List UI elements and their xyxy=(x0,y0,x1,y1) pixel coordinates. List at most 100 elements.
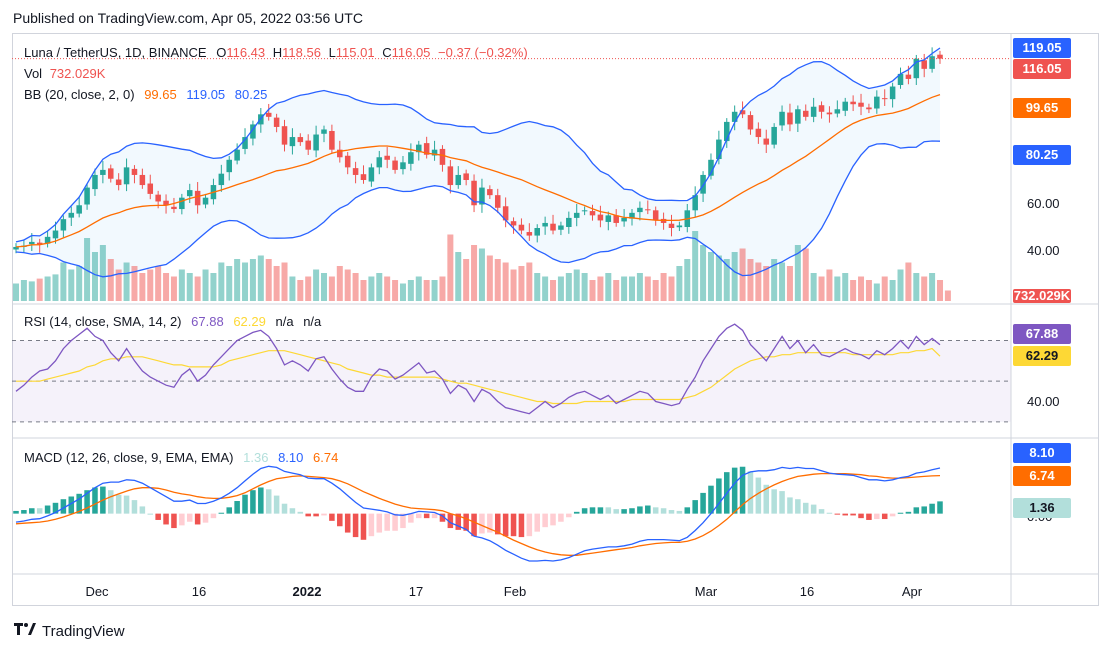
macd-histogram-bar xyxy=(897,512,904,514)
macd-histogram-bar xyxy=(660,508,667,514)
macd-histogram-bar xyxy=(400,513,406,529)
x-label-16-mar: 16 xyxy=(799,584,815,599)
volume-bar xyxy=(226,266,233,301)
volume-bar xyxy=(20,280,27,301)
macd-histogram-bar xyxy=(52,502,59,514)
volume-bar xyxy=(368,276,375,301)
volume-bar xyxy=(305,276,312,301)
macd-histogram-bar xyxy=(487,513,493,533)
candle-body xyxy=(518,224,525,231)
candle-body xyxy=(305,140,311,150)
macd-histogram-bar xyxy=(645,505,651,514)
macd-histogram-bar xyxy=(771,489,777,514)
volume-bar xyxy=(644,276,651,301)
macd-histogram-bar xyxy=(242,494,248,514)
candle xyxy=(250,120,256,146)
macd-histogram-bar xyxy=(810,504,817,514)
macd-histogram-bar xyxy=(676,510,683,514)
candle-body xyxy=(163,200,169,206)
candle-body xyxy=(194,190,201,206)
candle xyxy=(510,217,517,234)
rsi-pane xyxy=(12,323,1011,423)
volume-bar xyxy=(936,280,944,301)
bb-lower-line xyxy=(15,140,941,278)
candle xyxy=(613,209,619,227)
candle-body xyxy=(329,130,335,150)
candle-body xyxy=(802,110,809,117)
volume-bar xyxy=(44,276,51,301)
candle-body xyxy=(566,217,572,227)
volume-bar xyxy=(897,269,904,301)
macd-tag: 8.10 xyxy=(1013,443,1071,463)
candle-body xyxy=(344,155,351,168)
volume-bar xyxy=(676,266,683,301)
volume-bar xyxy=(36,278,43,301)
macd-histogram-bar xyxy=(21,510,27,514)
volume-bar xyxy=(660,273,667,301)
volume-bar xyxy=(842,273,849,301)
candle xyxy=(526,223,533,241)
macd-histogram-bar xyxy=(731,467,738,514)
candle-body xyxy=(44,236,51,244)
macd-histogram-bar xyxy=(439,513,446,522)
candle xyxy=(708,153,714,180)
macd-histogram-bar xyxy=(44,505,51,514)
candle-body xyxy=(716,139,722,160)
volume-bar xyxy=(399,283,406,301)
candle-body xyxy=(68,212,75,218)
bb-basis-value: 99.65 xyxy=(144,87,177,102)
candle xyxy=(929,47,935,73)
volume-bar xyxy=(810,273,817,301)
candle xyxy=(242,128,248,155)
volume-bar xyxy=(376,273,383,301)
volume-bar xyxy=(921,276,928,301)
candle-body xyxy=(779,111,785,126)
macd-histogram-bar xyxy=(510,513,517,537)
candle-body xyxy=(708,159,714,176)
volume-bar xyxy=(242,262,249,301)
macd-histogram-bar xyxy=(881,513,888,520)
candle-body xyxy=(905,74,912,79)
macd-histogram-bar xyxy=(123,495,130,514)
tradingview-logo[interactable]: TradingView xyxy=(14,622,125,641)
candle xyxy=(115,173,122,191)
candle-body xyxy=(13,246,19,250)
macd-histogram-bar xyxy=(360,513,367,540)
candle xyxy=(866,103,872,114)
close-label: C xyxy=(382,45,392,60)
candle-body xyxy=(400,162,406,170)
open-label: O xyxy=(216,45,227,60)
candle-body xyxy=(463,173,469,180)
macd-histogram-bar xyxy=(147,513,154,515)
macd-legend: MACD (12, 26, close, 9, EMA, EMA) 1.36 8… xyxy=(24,450,338,465)
candle-body xyxy=(455,174,462,186)
candle-body xyxy=(352,168,359,175)
candle-body xyxy=(700,174,706,194)
volume-bar xyxy=(684,259,691,301)
volume-bar xyxy=(202,269,209,301)
volume-bar xyxy=(628,276,636,301)
volume-bar xyxy=(881,276,888,301)
candle-body xyxy=(431,149,438,156)
candle-body xyxy=(676,225,683,228)
candle xyxy=(408,143,414,171)
price-tick-60: 60.00 xyxy=(1027,196,1060,211)
volume-bar xyxy=(12,283,20,301)
macd-histogram-bar xyxy=(218,512,225,514)
candle xyxy=(487,185,493,199)
candle xyxy=(360,165,367,184)
volume-bar xyxy=(281,262,288,301)
volume-bar xyxy=(431,280,438,301)
rsi-legend: RSI (14, close, SMA, 14, 2) 67.88 62.29 … xyxy=(24,314,321,329)
candle-body xyxy=(652,210,659,221)
candle xyxy=(913,54,920,86)
volume-bar xyxy=(352,273,359,301)
macd-histogram-bar xyxy=(613,509,619,514)
candle xyxy=(534,224,540,243)
candle-body xyxy=(668,223,675,228)
volume-bar xyxy=(636,273,643,301)
volume-bar xyxy=(818,276,825,301)
candle-body xyxy=(581,210,588,212)
candle-body xyxy=(637,207,643,213)
